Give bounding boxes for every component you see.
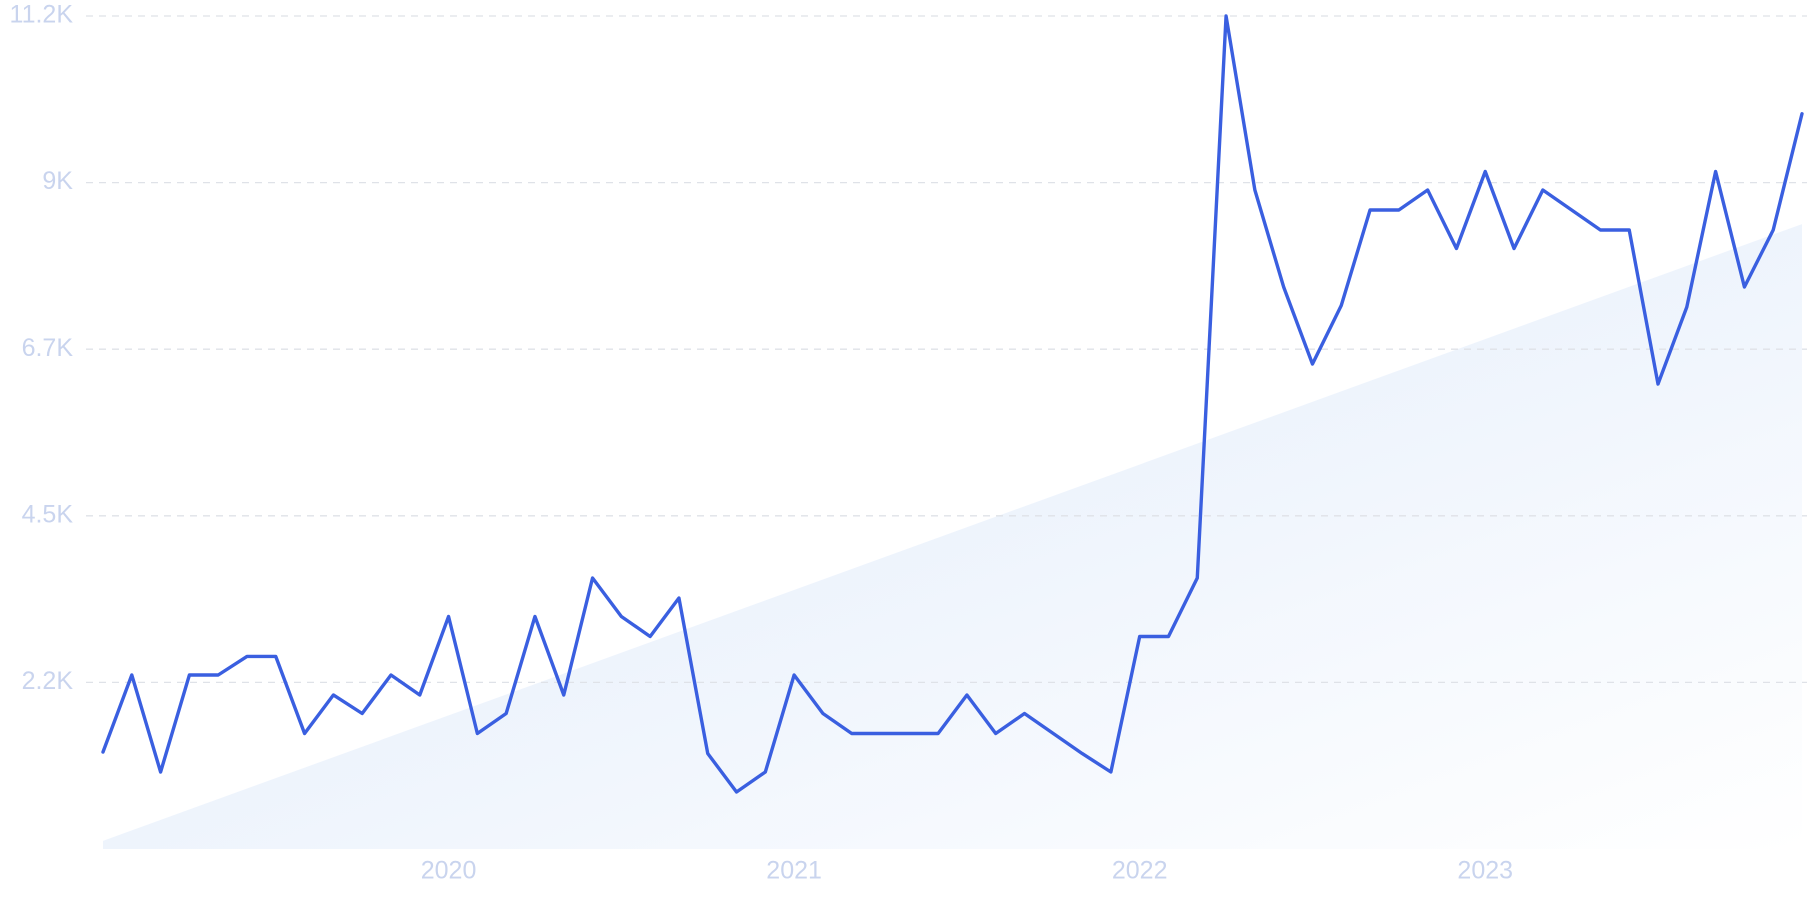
x-tick-label: 2022 bbox=[1112, 857, 1168, 885]
y-tick-label: 9K bbox=[42, 167, 73, 195]
data-line bbox=[101, 14, 1804, 794]
y-tick-label: 11.2K bbox=[10, 1, 74, 29]
y-tick-label: 2.2K bbox=[22, 667, 74, 695]
trend-area bbox=[103, 224, 1802, 850]
x-tick-label: 2020 bbox=[421, 857, 477, 885]
x-tick-label: 2023 bbox=[1457, 857, 1513, 885]
y-tick-label: 6.7K bbox=[22, 334, 74, 362]
x-tick-label: 2021 bbox=[766, 857, 822, 885]
y-tick-label: 4.5K bbox=[22, 500, 74, 528]
